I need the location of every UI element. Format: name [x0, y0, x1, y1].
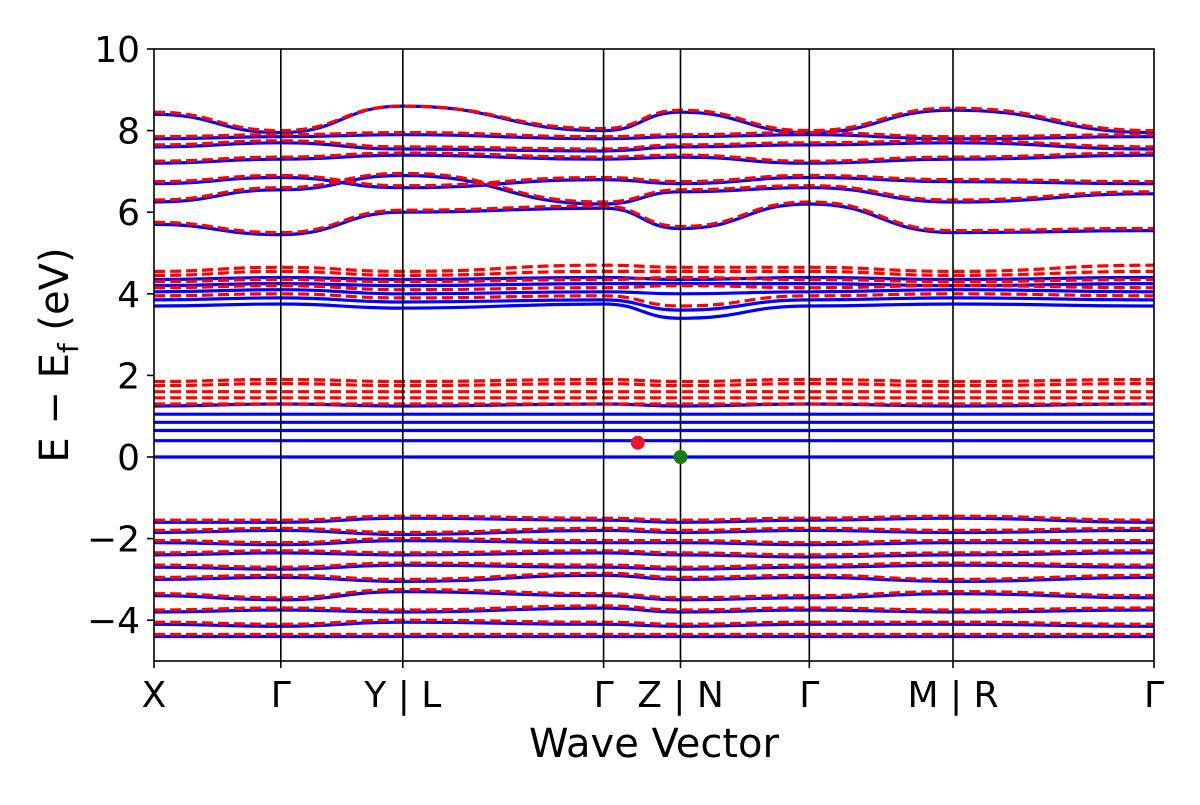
y-tick-label-1: −2	[87, 520, 140, 561]
y-tick-label-7: 10	[94, 30, 140, 71]
band-line-dashed-6	[154, 549, 1154, 557]
bands-layer	[154, 104, 1154, 639]
band-line-dashed-3	[154, 587, 1154, 600]
band-line-dashed-8	[154, 526, 1154, 535]
band-line-dashed-19	[154, 263, 1154, 274]
x-tick-label-2: Y | L	[363, 675, 441, 716]
x-tick-label-0: X	[142, 675, 167, 716]
y-tick-label-2: 0	[117, 438, 140, 479]
x-tick-label-7: Γ	[1144, 675, 1164, 716]
cbm-marker	[630, 435, 645, 450]
x-tick-label-6: M | R	[907, 675, 998, 716]
y-axis-title: E − Ef (eV)	[32, 247, 85, 462]
y-tick-label-3: 2	[117, 356, 140, 397]
y-tick-label-5: 6	[117, 193, 140, 234]
band-line-dashed-16	[154, 283, 1154, 292]
y-tick-label-0: −4	[87, 601, 140, 642]
y-axis-title-main: E − E	[32, 353, 78, 463]
x-tick-label-1: Γ	[271, 675, 291, 716]
y-tick-label-6: 8	[117, 112, 140, 153]
band-line-dashed-13	[154, 381, 1154, 388]
markers-layer	[630, 435, 688, 464]
x-tick-label-5: Γ	[799, 675, 819, 716]
band-line-dashed-17	[154, 275, 1154, 284]
band-line-dashed-7	[154, 536, 1154, 545]
band-line-dashed-2	[154, 604, 1154, 612]
y-axis: −4 −2 0 2 4 6 8 10	[87, 30, 154, 642]
band-line-dashed-23	[154, 151, 1154, 163]
x-tick-label-3: Γ	[594, 675, 614, 716]
y-axis-title-unit: (eV)	[32, 247, 78, 343]
band-line-dashed-1	[154, 618, 1154, 626]
high-symmetry-lines	[279, 49, 954, 661]
band-line-dashed-26	[154, 104, 1154, 133]
band-line-dashed-4	[154, 571, 1154, 582]
band-line-dashed-24	[154, 139, 1154, 151]
y-tick-label-4: 4	[117, 275, 140, 316]
y-axis-title-sub: f	[52, 342, 85, 353]
band-line-dashed-5	[154, 561, 1154, 569]
x-axis-title: Wave Vector	[529, 721, 780, 767]
band-line-dashed-20	[154, 200, 1154, 235]
x-axis: X Γ Y | L Γ Z | N Γ M | R Γ	[142, 661, 1164, 716]
band-line-dashed-14	[154, 377, 1154, 384]
band-line-dashed-25	[154, 130, 1154, 139]
x-tick-label-4: Z | N	[637, 675, 724, 716]
band-line-dashed-18	[154, 269, 1154, 278]
band-line-dashed-9	[154, 514, 1154, 522]
vbm-marker	[673, 450, 688, 464]
plot-frame	[153, 48, 1155, 662]
